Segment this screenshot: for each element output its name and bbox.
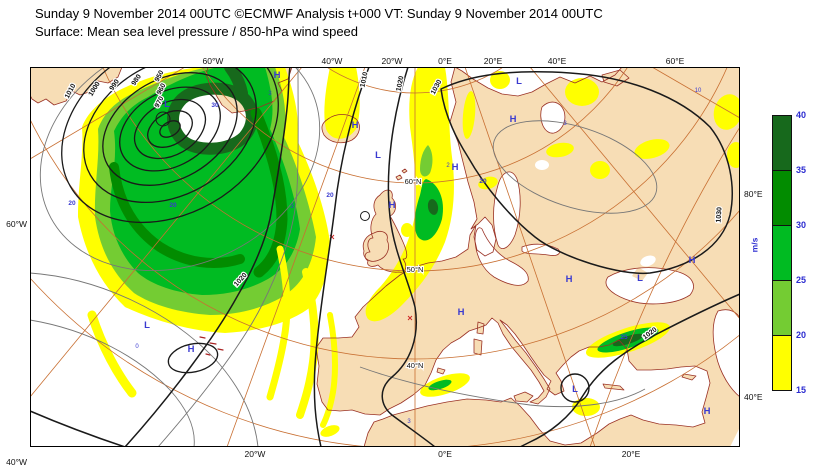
- wind-speed-label: 30: [211, 102, 219, 109]
- high-marker: H: [566, 274, 573, 285]
- axis-label: 40°W: [6, 457, 27, 465]
- legend-unit-label: m/s: [749, 237, 760, 253]
- legend-band: [772, 225, 792, 281]
- low-marker: L: [572, 384, 578, 395]
- high-marker: H: [352, 120, 359, 131]
- high-marker: H: [452, 162, 459, 173]
- wind-speed-labels: 20 20 30 20 25 20: [68, 102, 628, 341]
- coastline-layer: [30, 67, 740, 447]
- legend-tick-label: 15: [796, 385, 807, 395]
- axis-label: 40°E: [744, 392, 763, 402]
- legend-tick-label: 30: [796, 220, 807, 230]
- misc-value-label: 3: [290, 204, 294, 210]
- high-marker: H: [704, 406, 711, 417]
- axis-label: 60°W: [6, 219, 27, 229]
- axis-label: 20°W: [244, 449, 266, 459]
- wind-speed-label: 20: [479, 178, 487, 185]
- latitude-label: 60°N: [405, 177, 422, 186]
- legend-tick-label: 35: [796, 165, 807, 175]
- map-frame: 950 960 970 980 990 1000 1010 1010 1020 1030 1020 1…: [30, 67, 740, 447]
- inland-seas: [475, 102, 740, 447]
- wind-speed-label: 25: [620, 334, 628, 341]
- legend-band: [772, 335, 792, 391]
- high-marker: H: [689, 255, 696, 266]
- wind-speed-label: 20: [68, 200, 76, 207]
- misc-value-label: 3: [268, 91, 272, 97]
- azores-islands: [199, 336, 224, 356]
- latitude-labels: 60°N 50°N 40°N: [404, 176, 425, 371]
- low-marker: L: [164, 99, 170, 110]
- axis-label: 0°E: [438, 56, 452, 66]
- axis-label: 60°W: [202, 56, 224, 66]
- chart-title-block: Sunday 9 November 2014 00UTC ©ECMWF Anal…: [35, 5, 603, 40]
- chart-title-line2: Surface: Mean sea level pressure / 850-h…: [35, 23, 359, 39]
- misc-value-label: 2: [446, 163, 450, 169]
- high-marker: H: [510, 114, 517, 125]
- axis-label: 0°E: [438, 449, 452, 459]
- isobar-minor-layer: [30, 67, 658, 447]
- low-marker: L: [516, 76, 522, 87]
- misc-value-label: 0: [135, 344, 139, 350]
- high-marker: H: [188, 344, 195, 355]
- wind-speed-label: 20: [169, 202, 177, 209]
- axis-label: 20°E: [483, 56, 503, 66]
- low-marker: L: [144, 320, 150, 331]
- pressure-center-markers: H H H H H H H H H H L L L L L L: [144, 70, 710, 417]
- map-border: [30, 67, 740, 447]
- front-markers: [329, 234, 413, 321]
- legend-tick-label: 25: [796, 275, 807, 285]
- axis-label: 60°E: [665, 56, 685, 66]
- chart-title-line1: Sunday 9 November 2014 00UTC ©ECMWF Anal…: [35, 6, 603, 21]
- axis-label: 20°W: [381, 56, 403, 66]
- graticule-layer: [30, 67, 740, 447]
- misc-value-label: 10: [695, 88, 702, 94]
- legend-tick-label: 40: [796, 110, 807, 120]
- legend-tick-label: 20: [796, 330, 807, 340]
- high-marker: H: [458, 307, 465, 318]
- axis-label: 40°E: [547, 56, 567, 66]
- axis-label: 20°E: [621, 449, 641, 459]
- latitude-label: 50°N: [407, 265, 424, 274]
- high-marker: H: [274, 70, 281, 81]
- wind-speed-label: 20: [326, 192, 334, 199]
- misc-value-label: 3: [407, 419, 411, 425]
- legend-band: [772, 170, 792, 226]
- axis-label: 40°W: [321, 56, 343, 66]
- misc-value-label: 3: [563, 121, 567, 127]
- legend-band: [772, 115, 792, 171]
- isobar-major-layer: [30, 67, 740, 447]
- low-marker: L: [375, 150, 381, 161]
- high-marker: H: [389, 200, 396, 211]
- isobar-label: 1030: [715, 207, 723, 223]
- low-marker: L: [637, 273, 643, 284]
- axis-label: 80°E: [744, 189, 763, 199]
- legend-band: [772, 280, 792, 336]
- latitude-label: 40°N: [407, 361, 424, 370]
